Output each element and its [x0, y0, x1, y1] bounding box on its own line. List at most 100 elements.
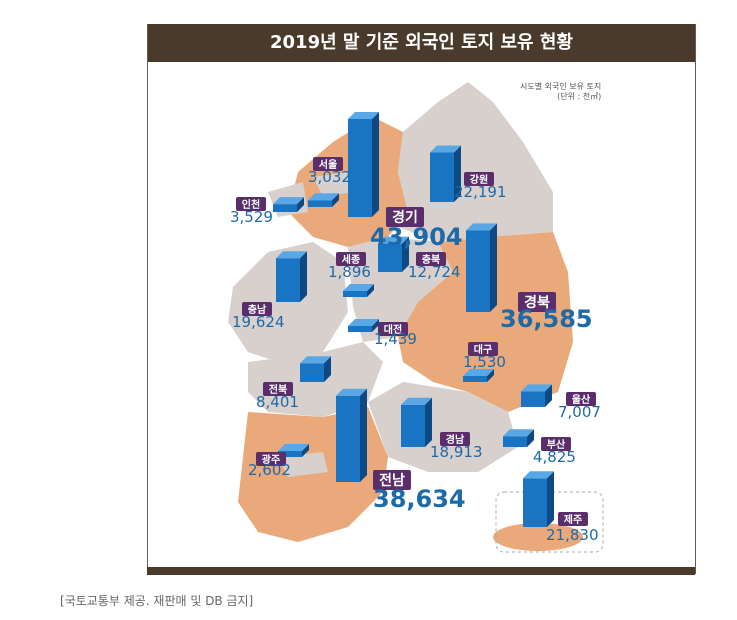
bar-side-대전: [372, 319, 379, 332]
region-name-광주: 광주: [262, 454, 280, 466]
value-label-경북: 36,585: [500, 305, 593, 333]
region-name-제주: 제주: [564, 513, 582, 526]
bars-layer: [273, 112, 554, 527]
region-badge-전북: [263, 382, 293, 396]
region-badge-경기: [386, 207, 424, 227]
value-label-광주: 2,602: [248, 461, 291, 479]
bar-front-대구: [463, 376, 487, 382]
bar-front-광주: [278, 451, 302, 457]
value-label-충북: 12,724: [408, 263, 461, 281]
value-label-대전: 1,439: [374, 330, 417, 348]
bar-top-전북: [300, 356, 331, 364]
region-jeju: [493, 523, 583, 551]
region-name-세종: 세종: [342, 253, 360, 266]
bar-top-충남: [276, 251, 307, 259]
region-badge-전남: [373, 470, 411, 490]
value-label-제주: 21,830: [546, 526, 599, 544]
region-name-인천: 인천: [242, 198, 260, 211]
bar-front-세종: [343, 291, 367, 297]
bar-side-전북: [324, 356, 331, 382]
bar-side-울산: [545, 384, 552, 407]
value-label-경기: 43,904: [370, 223, 463, 251]
bar-side-서울: [332, 193, 339, 207]
bar-서울: [308, 193, 339, 207]
bar-top-충북: [378, 236, 409, 244]
caption: [국토교통부 제공. 재판매 및 DB 금지]: [60, 594, 254, 608]
bar-충남: [276, 251, 307, 302]
region-badge-인천: [236, 197, 266, 211]
bar-전남: [336, 388, 367, 482]
region-name-전남: 전남: [379, 472, 405, 489]
infographic-frame: 2019년 말 기준 외국인 토지 보유 현황: [147, 24, 696, 574]
value-label-세종: 1,896: [328, 263, 371, 281]
bar-front-충남: [276, 258, 300, 302]
region-name-대전: 대전: [384, 323, 402, 336]
region-badge-서울: [313, 157, 343, 171]
bar-side-전남: [360, 388, 367, 482]
region-gwangju: [278, 452, 328, 477]
bar-경북: [466, 223, 497, 312]
value-label-울산: 7,007: [558, 403, 601, 421]
unit-note-line2: (단위 : 천㎡): [557, 92, 602, 101]
bar-top-대구: [463, 369, 494, 376]
value-label-경남: 18,913: [430, 443, 483, 461]
bar-경기: [348, 112, 379, 217]
bar-front-전남: [336, 395, 360, 482]
bar-front-인천: [273, 204, 297, 212]
bar-front-부산: [503, 436, 527, 447]
bar-front-울산: [521, 391, 545, 407]
region-name-강원: 강원: [470, 173, 488, 186]
bar-side-경북: [490, 223, 497, 312]
region-seoul: [313, 172, 353, 197]
region-name-울산: 울산: [572, 393, 591, 406]
bar-front-제주: [523, 478, 547, 527]
region-badge-대구: [468, 342, 498, 356]
region-badge-제주: [558, 512, 588, 526]
bar-top-인천: [273, 197, 304, 205]
bar-경남: [401, 397, 432, 447]
bar-front-대전: [348, 326, 372, 332]
region-badge-충남: [242, 302, 272, 316]
bar-front-서울: [308, 200, 332, 207]
region-name-경북: 경북: [524, 294, 550, 311]
bar-front-경남: [401, 404, 425, 447]
bar-top-부산: [503, 429, 534, 437]
region-name-서울: 서울: [319, 158, 337, 171]
value-label-충남: 19,624: [232, 313, 285, 331]
bar-side-대구: [487, 369, 494, 382]
region-badge-경북: [518, 292, 556, 312]
jeju-box: [495, 491, 604, 553]
bar-인천: [273, 197, 304, 212]
value-label-인천: 3,529: [230, 208, 273, 226]
bar-front-전북: [300, 363, 324, 382]
bar-강원: [430, 145, 461, 202]
region-badge-광주: [256, 452, 286, 466]
labels-layer: 경기43,904서울3,032인천3,529강원22,191세종1,896충북1…: [230, 157, 601, 544]
region-badge-충북: [416, 252, 446, 266]
bar-top-울산: [521, 384, 552, 392]
bar-front-강원: [430, 152, 454, 202]
bar-side-충북: [402, 236, 409, 272]
region-badge-강원: [464, 172, 494, 186]
bar-대구: [463, 369, 494, 382]
bottom-bar: [147, 567, 695, 575]
bar-울산: [521, 384, 552, 407]
bar-side-인천: [297, 197, 304, 212]
bar-front-충북: [378, 243, 402, 272]
value-label-대구: 1,530: [463, 353, 506, 371]
korea-map: 경기43,904서울3,032인천3,529강원22,191세종1,896충북1…: [228, 82, 604, 553]
region-name-경기: 경기: [392, 209, 418, 226]
bar-충북: [378, 236, 409, 272]
bar-세종: [343, 284, 374, 297]
bar-side-광주: [302, 444, 309, 457]
unit-note: 시도별 외국인 보유 토지 (단위 : 천㎡): [520, 82, 601, 102]
bar-top-강원: [430, 145, 461, 153]
bar-top-세종: [343, 284, 374, 291]
bar-top-경기: [348, 112, 379, 119]
bar-side-경남: [425, 397, 432, 447]
bar-top-서울: [308, 193, 339, 201]
region-name-부산: 부산: [547, 438, 566, 451]
bar-광주: [278, 444, 309, 457]
bar-top-제주: [523, 471, 554, 479]
region-name-대구: 대구: [474, 343, 492, 356]
